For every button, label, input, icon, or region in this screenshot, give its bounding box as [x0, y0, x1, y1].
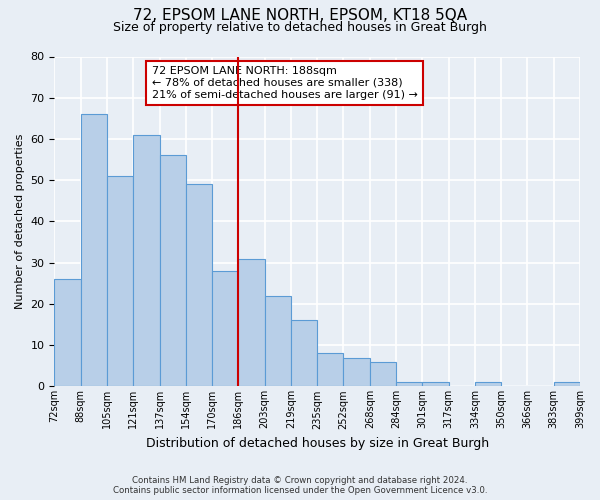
Text: Size of property relative to detached houses in Great Burgh: Size of property relative to detached ho…: [113, 21, 487, 34]
Bar: [343, 358, 370, 386]
Y-axis label: Number of detached properties: Number of detached properties: [15, 134, 25, 309]
Bar: [186, 184, 212, 386]
Bar: [396, 382, 422, 386]
Bar: [160, 156, 186, 386]
Bar: [212, 271, 238, 386]
Bar: [80, 114, 107, 386]
Bar: [317, 354, 343, 386]
Bar: [133, 135, 160, 386]
Bar: [55, 279, 80, 386]
Text: Contains HM Land Registry data © Crown copyright and database right 2024.
Contai: Contains HM Land Registry data © Crown c…: [113, 476, 487, 495]
Text: 72, EPSOM LANE NORTH, EPSOM, KT18 5QA: 72, EPSOM LANE NORTH, EPSOM, KT18 5QA: [133, 8, 467, 22]
Bar: [238, 258, 265, 386]
Bar: [291, 320, 317, 386]
Bar: [554, 382, 580, 386]
Bar: [107, 176, 133, 386]
X-axis label: Distribution of detached houses by size in Great Burgh: Distribution of detached houses by size …: [146, 437, 489, 450]
Text: 72 EPSOM LANE NORTH: 188sqm
← 78% of detached houses are smaller (338)
21% of se: 72 EPSOM LANE NORTH: 188sqm ← 78% of det…: [152, 66, 418, 100]
Bar: [370, 362, 396, 386]
Bar: [265, 296, 291, 386]
Bar: [475, 382, 501, 386]
Bar: [422, 382, 449, 386]
